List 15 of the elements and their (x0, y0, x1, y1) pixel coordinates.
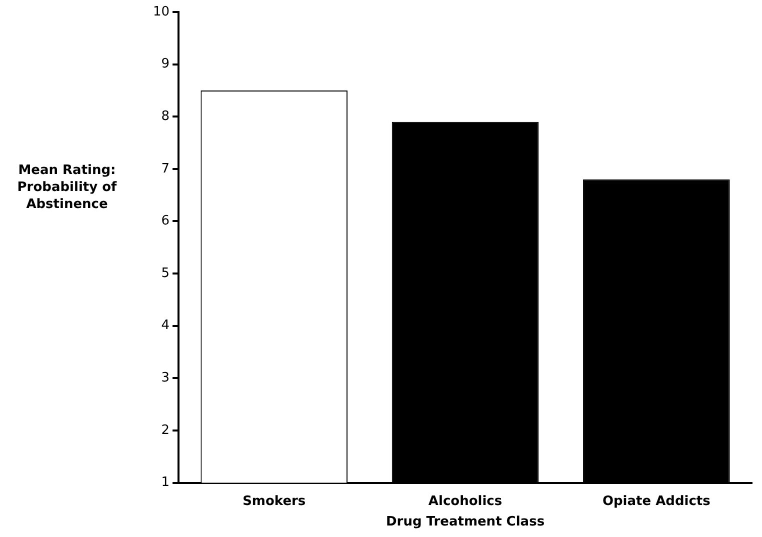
y-tick-label: 7 (161, 161, 170, 176)
y-axis-title: Mean Rating: Probability of Abstinence (16, 162, 118, 213)
y-tick-label: 10 (152, 4, 170, 20)
y-tick-label: 6 (161, 214, 170, 229)
y-tick-label: 1 (161, 475, 170, 490)
x-tick-label: Alcoholics (428, 494, 502, 509)
y-tick-label: 8 (161, 108, 170, 124)
y-tick-label: 9 (161, 56, 170, 72)
x-axis-title: Drug Treatment Class (386, 514, 545, 530)
x-tick-label: Opiate Addicts (602, 494, 711, 509)
x-tick-label: Smokers (242, 494, 306, 509)
y-tick-label: 2 (161, 422, 170, 438)
y-tick-label: 5 (161, 266, 170, 281)
y-tick-label: 3 (161, 370, 170, 386)
y-tick-label: 4 (161, 318, 170, 334)
